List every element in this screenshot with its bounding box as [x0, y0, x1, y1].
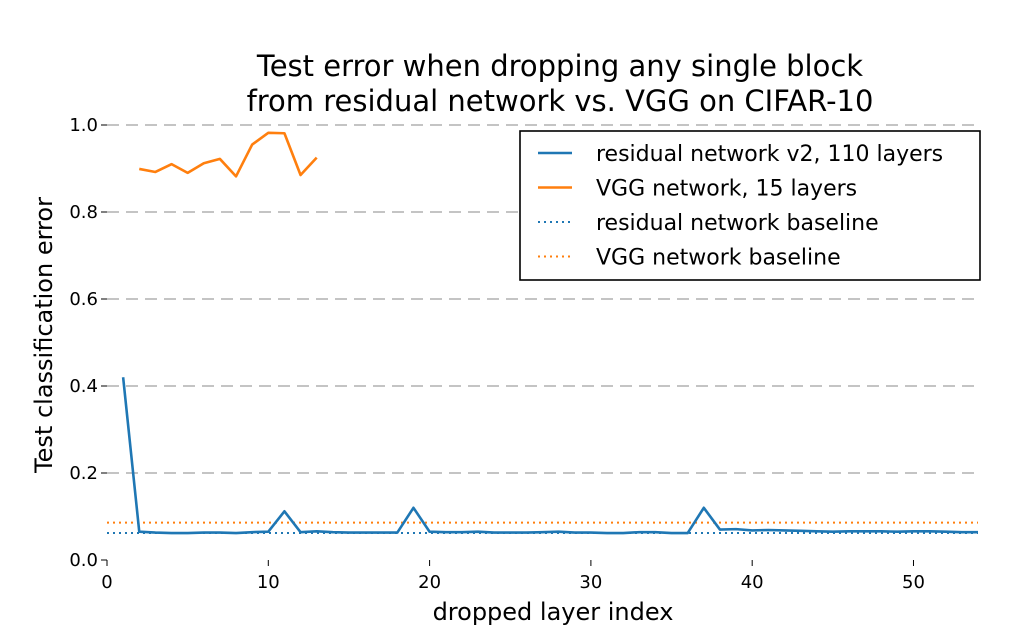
- x-tick-label: 0: [101, 572, 112, 593]
- y-tick-label: 0.6: [69, 289, 98, 310]
- y-tick-label: 0.8: [69, 202, 98, 223]
- series-lines: [107, 131, 978, 535]
- legend-label-3: VGG network baseline: [596, 246, 841, 271]
- legend-label-2: residual network baseline: [596, 211, 879, 236]
- chart-title-line-2: from residual network vs. VGG on CIFAR-1…: [247, 84, 874, 118]
- y-tick-label: 0.4: [69, 376, 98, 397]
- x-tick-label: 20: [418, 572, 441, 593]
- y-tick-label: 0.0: [69, 550, 98, 571]
- series-line-0: [121, 377, 978, 535]
- axis-ticks: 0.0 0.2 0.4 0.6 0.8 1.0 0 10 20 30 40 50: [69, 115, 925, 593]
- legend-label-0: residual network v2, 110 layers: [596, 142, 943, 167]
- x-tick-label: 50: [902, 572, 925, 593]
- y-tick-label: 1.0: [69, 115, 98, 136]
- x-axis-label: dropped layer index: [433, 598, 674, 626]
- x-tick-label: 40: [741, 572, 764, 593]
- legend-label-1: VGG network, 15 layers: [596, 177, 857, 202]
- y-axis-label: Test classification error: [30, 197, 58, 474]
- y-tick-label: 0.2: [69, 463, 98, 484]
- chart-title-line-1: Test error when dropping any single bloc…: [256, 49, 863, 83]
- legend-box: [519, 130, 981, 281]
- x-tick-label: 30: [579, 572, 602, 593]
- legend: residual network v2, 110 layers VGG netwo…: [519, 130, 981, 281]
- series-line-1: [139, 131, 318, 178]
- x-tick-label: 10: [257, 572, 280, 593]
